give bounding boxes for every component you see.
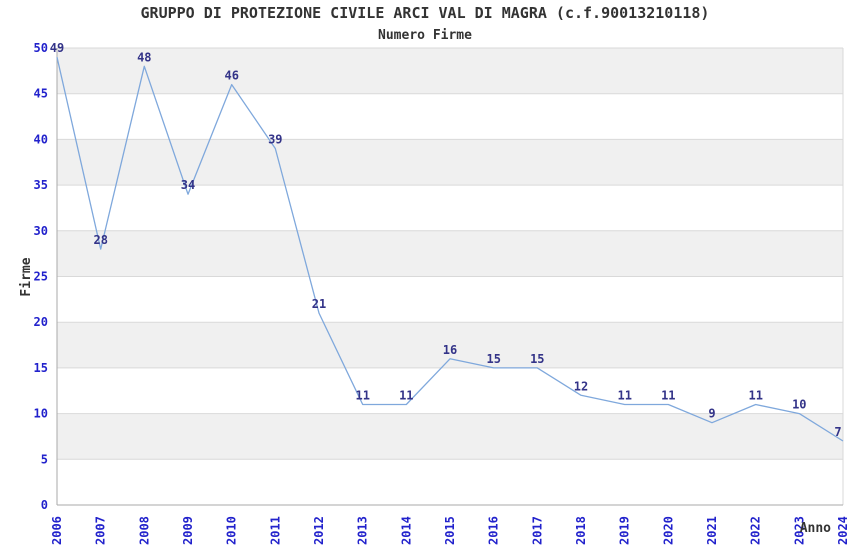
x-tick-label: 2024 bbox=[836, 516, 850, 545]
plot-band bbox=[57, 322, 843, 368]
data-label: 21 bbox=[312, 297, 326, 311]
x-tick-label: 2020 bbox=[661, 516, 675, 545]
y-tick-label: 45 bbox=[34, 87, 48, 101]
data-label: 10 bbox=[792, 398, 806, 412]
y-tick-label: 0 bbox=[41, 498, 48, 512]
y-tick-label: 30 bbox=[34, 224, 48, 238]
x-tick-label: 2010 bbox=[225, 516, 239, 545]
plot-band bbox=[57, 230, 843, 277]
x-tick-label: 2022 bbox=[749, 516, 763, 545]
data-label: 39 bbox=[268, 133, 282, 147]
data-label: 48 bbox=[137, 50, 151, 64]
data-label: 11 bbox=[617, 389, 631, 403]
data-label: 11 bbox=[355, 389, 369, 403]
y-tick-label: 5 bbox=[41, 452, 48, 466]
x-tick-label: 2021 bbox=[705, 516, 719, 545]
y-tick-label: 50 bbox=[34, 41, 48, 55]
data-label: 34 bbox=[181, 178, 195, 192]
y-tick-label: 20 bbox=[34, 315, 48, 329]
data-label: 11 bbox=[399, 389, 413, 403]
x-tick-label: 2019 bbox=[618, 516, 632, 545]
y-tick-label: 25 bbox=[34, 270, 48, 284]
chart-title: GRUPPO DI PROTEZIONE CIVILE ARCI VAL DI … bbox=[140, 4, 710, 22]
data-label: 11 bbox=[748, 389, 762, 403]
plot-band bbox=[57, 139, 843, 186]
x-tick-label: 2007 bbox=[94, 516, 108, 545]
plot-band bbox=[57, 48, 843, 94]
data-label: 49 bbox=[50, 41, 64, 55]
y-axis-title: Firme bbox=[19, 257, 34, 296]
data-label: 12 bbox=[574, 379, 588, 393]
x-tick-label: 2018 bbox=[574, 516, 588, 545]
x-axis-title: Anno bbox=[800, 521, 831, 536]
x-tick-label: 2015 bbox=[443, 516, 457, 545]
x-tick-label: 2017 bbox=[530, 516, 544, 545]
data-label: 28 bbox=[93, 233, 107, 247]
series-line bbox=[56, 56, 844, 442]
x-tick-label: 2014 bbox=[399, 516, 413, 545]
x-tick-label: 2023 bbox=[792, 516, 806, 545]
plot-band bbox=[57, 413, 843, 460]
y-tick-label: 40 bbox=[34, 132, 48, 146]
x-tick-label: 2013 bbox=[356, 516, 370, 545]
data-label: 11 bbox=[661, 389, 675, 403]
y-tick-label: 35 bbox=[34, 178, 48, 192]
data-label: 7 bbox=[834, 425, 841, 439]
y-tick-label: 10 bbox=[34, 407, 48, 421]
x-tick-label: 2009 bbox=[181, 516, 195, 545]
chart-subtitle: Numero Firme bbox=[378, 28, 472, 43]
x-tick-label: 2006 bbox=[50, 516, 64, 545]
data-label: 15 bbox=[486, 352, 500, 366]
x-tick-label: 2008 bbox=[137, 516, 151, 545]
x-tick-label: 2012 bbox=[312, 516, 326, 545]
x-tick-label: 2011 bbox=[268, 516, 282, 545]
y-tick-label: 15 bbox=[34, 361, 48, 375]
data-label: 9 bbox=[708, 407, 715, 421]
data-label: 15 bbox=[530, 352, 544, 366]
data-label: 46 bbox=[224, 69, 238, 83]
x-tick-label: 2016 bbox=[487, 516, 501, 545]
data-label: 16 bbox=[443, 343, 457, 357]
